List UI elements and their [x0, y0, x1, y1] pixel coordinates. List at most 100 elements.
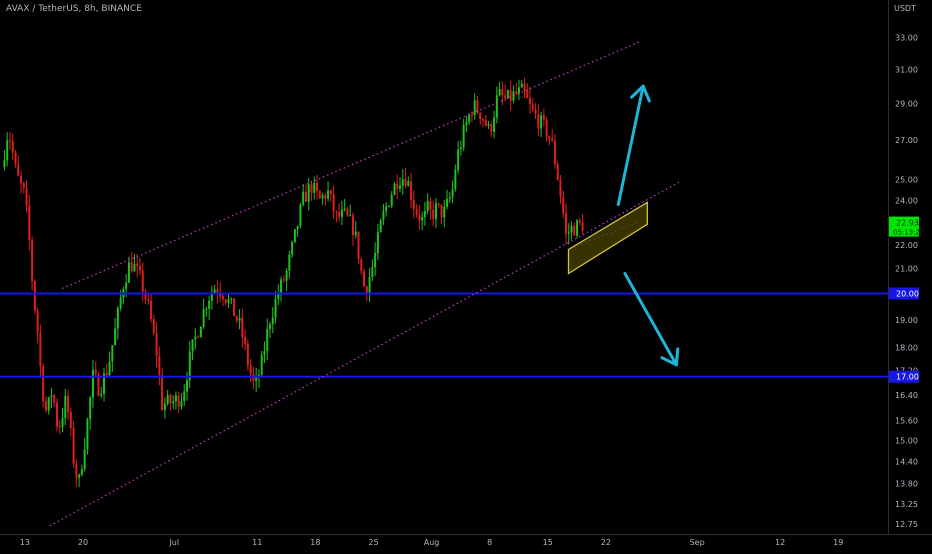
candle-body	[343, 208, 346, 210]
candle-body	[446, 198, 449, 207]
candle-body	[100, 393, 103, 396]
candle-body	[412, 200, 415, 210]
candle-body	[548, 136, 551, 139]
candle-body	[221, 296, 224, 300]
candle-body	[559, 179, 562, 197]
time-tick-label: 12	[775, 538, 785, 547]
candle-body	[462, 125, 465, 148]
candle-body	[186, 380, 189, 392]
candle-body	[393, 183, 396, 195]
price-tick-label: 33.00	[895, 33, 918, 42]
candle-body	[75, 463, 78, 478]
candle-body	[484, 120, 487, 126]
candle-body	[457, 149, 460, 171]
candle-body	[421, 217, 424, 221]
candle-body	[227, 299, 230, 303]
candle-body	[166, 395, 169, 404]
candle-body	[105, 373, 108, 376]
candle-body	[127, 262, 130, 283]
level-badge-label: 17.00	[896, 373, 919, 382]
candle-body	[451, 188, 454, 198]
candle-body	[410, 181, 413, 201]
candle-body	[111, 345, 114, 362]
candle-body	[277, 293, 280, 300]
candle-body	[163, 403, 166, 410]
candle-body	[399, 185, 402, 189]
candle-body	[199, 326, 202, 338]
time-tick-label: Sep	[690, 538, 705, 547]
symbol-name: AVAX / TetherUS	[6, 4, 79, 14]
candle-body	[91, 369, 94, 398]
price-tick-label: 16.40	[895, 391, 918, 400]
price-tick-label: 15.00	[895, 437, 918, 446]
bar-countdown-label: 05:13:27	[893, 229, 924, 237]
candle-body	[387, 206, 390, 208]
arrow-down-shaft[interactable]	[623, 271, 678, 367]
candle-body	[249, 365, 252, 374]
candle-body	[506, 90, 509, 98]
candle-body	[551, 138, 554, 141]
candle-body	[440, 204, 443, 218]
highlight-zone[interactable]	[567, 201, 648, 275]
price-tick-label: 18.00	[895, 343, 918, 352]
candle-body	[152, 319, 155, 333]
time-tick-label: 15	[543, 538, 553, 547]
candle-body	[208, 300, 211, 309]
candle-body	[493, 117, 496, 132]
arrow-down-head[interactable]	[660, 347, 680, 367]
candle-body	[465, 122, 468, 126]
channel-upper-line[interactable]	[62, 41, 640, 290]
candle-body	[437, 203, 440, 205]
candle-body	[108, 361, 111, 376]
candle-body	[194, 336, 197, 340]
candle-body	[125, 282, 128, 290]
candle-body	[376, 232, 379, 253]
arrow-up-head[interactable]	[630, 84, 651, 103]
candle-body	[324, 195, 327, 199]
candle-body	[213, 289, 216, 294]
candle-body	[354, 231, 357, 236]
candle-body	[302, 191, 305, 205]
candle-body	[454, 170, 457, 189]
candle-body	[72, 428, 75, 464]
candle-body	[20, 175, 23, 184]
candle-body	[515, 91, 518, 94]
candle-body	[177, 395, 180, 407]
candle-body	[565, 213, 567, 234]
time-tick-label: 25	[368, 538, 378, 547]
candle-body	[116, 308, 119, 329]
candle-body	[545, 119, 548, 137]
candle-body	[58, 426, 61, 428]
candle-body	[155, 332, 158, 357]
candle-body	[434, 203, 437, 219]
price-tick-label: 12.75	[895, 520, 918, 529]
candle-body	[285, 270, 288, 281]
candle-body	[335, 211, 338, 213]
candle-body	[33, 280, 36, 311]
candles-layer	[3, 77, 584, 487]
channel-layer	[49, 41, 681, 527]
candle-body	[390, 194, 393, 207]
candle-body	[282, 279, 285, 281]
candle-body	[304, 191, 307, 202]
candle-body	[470, 114, 473, 116]
candle-body	[448, 197, 451, 199]
candle-body	[269, 324, 271, 330]
candle-body	[529, 98, 532, 105]
candle-body	[8, 140, 11, 142]
channel-lower-line[interactable]	[49, 180, 681, 527]
candle-body	[426, 200, 429, 212]
price-tick-label: 13.25	[895, 500, 918, 509]
candle-body	[22, 183, 25, 188]
candle-body	[114, 328, 117, 346]
candle-body	[202, 309, 205, 327]
candle-body	[172, 401, 175, 404]
last-price-badge	[889, 216, 919, 237]
symbol-header[interactable]: AVAX / TetherUS, 8h, BINANCE	[6, 4, 142, 14]
candle-body	[130, 262, 133, 272]
candle-body	[36, 310, 39, 333]
arrow-up-shaft[interactable]	[616, 84, 645, 207]
candle-body	[443, 206, 446, 218]
